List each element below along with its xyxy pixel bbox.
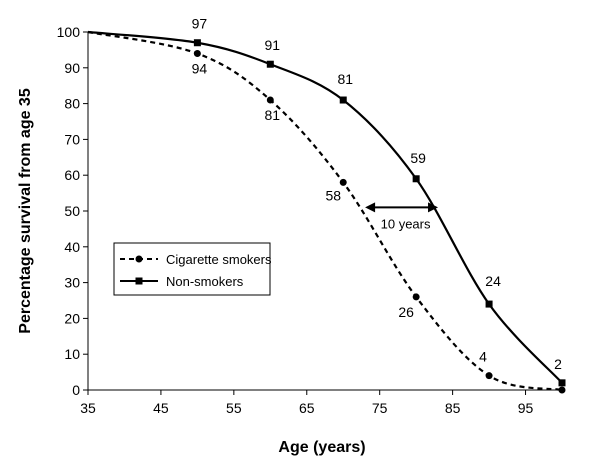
point-cigarette-smokers — [558, 386, 566, 394]
x-axis-title: Age (years) — [278, 439, 365, 456]
annotation-text: 10 years — [381, 216, 431, 231]
data-label-cigarette-smokers: 26 — [398, 304, 414, 320]
data-label-cigarette-smokers: 4 — [479, 349, 487, 365]
data-label-cigarette-smokers: 94 — [192, 60, 208, 76]
y-tick-label: 20 — [64, 310, 80, 326]
y-tick-label: 50 — [64, 203, 80, 219]
y-tick-label: 30 — [64, 275, 80, 291]
data-label-non-smokers: 97 — [192, 16, 208, 32]
point-non-smokers — [266, 60, 274, 68]
x-tick-label: 95 — [518, 400, 534, 416]
legend-label-cigarette-smokers: Cigarette smokers — [166, 252, 272, 267]
legend-marker-cigarette-smokers — [135, 255, 143, 263]
legend: Cigarette smokers Non-smokers — [113, 242, 272, 296]
y-axis-title: Percentage survival from age 35 — [17, 88, 34, 334]
x-tick-label: 45 — [153, 400, 169, 416]
series-lines — [87, 30, 566, 394]
point-cigarette-smokers — [412, 293, 420, 301]
data-label-non-smokers: 59 — [410, 150, 426, 166]
x-tick-label: 75 — [372, 400, 388, 416]
data-labels: 94 81 58 26 4 97 91 81 59 24 2 — [192, 16, 563, 372]
point-non-smokers — [558, 379, 566, 387]
point-non-smokers — [485, 300, 493, 308]
data-label-cigarette-smokers: 58 — [325, 187, 341, 203]
y-tick-label: 60 — [64, 167, 80, 183]
chart-axes — [83, 31, 562, 395]
point-cigarette-smokers — [266, 96, 274, 104]
point-non-smokers — [412, 175, 420, 183]
data-label-cigarette-smokers: 81 — [265, 107, 281, 123]
x-tick-label: 65 — [299, 400, 315, 416]
annotation-arrow-right — [428, 202, 439, 213]
legend-box — [113, 242, 271, 296]
point-non-smokers — [339, 96, 347, 104]
series-line-cigarette-smokers — [87, 30, 563, 392]
y-tick-label: 40 — [64, 239, 80, 255]
y-tick-label: 80 — [64, 96, 80, 112]
point-cigarette-smokers — [339, 178, 347, 186]
x-tick-label: 85 — [445, 400, 461, 416]
annotation: 10 years — [365, 202, 439, 231]
data-label-non-smokers: 24 — [485, 273, 501, 289]
tick-labels: 0 10 20 30 40 50 60 70 80 90 100 35 45 55 65 75 85 95 — [57, 24, 534, 416]
point-non-smokers — [193, 39, 201, 47]
data-label-non-smokers: 81 — [337, 71, 353, 87]
y-tick-label: 70 — [64, 131, 80, 147]
x-tick-label: 35 — [80, 400, 96, 416]
y-tick-label: 10 — [64, 346, 80, 362]
y-tick-label: 100 — [57, 24, 81, 40]
point-cigarette-smokers — [485, 372, 493, 380]
legend-label-non-smokers: Non-smokers — [166, 274, 244, 289]
annotation-arrow-left — [365, 202, 376, 213]
legend-marker-non-smokers — [135, 277, 143, 285]
x-tick-label: 55 — [226, 400, 242, 416]
data-label-non-smokers: 2 — [554, 356, 562, 372]
data-label-non-smokers: 91 — [265, 37, 281, 53]
series-line-non-smokers — [87, 30, 563, 384]
point-cigarette-smokers — [193, 49, 201, 57]
y-tick-label: 0 — [72, 382, 80, 398]
y-tick-label: 90 — [64, 60, 80, 76]
